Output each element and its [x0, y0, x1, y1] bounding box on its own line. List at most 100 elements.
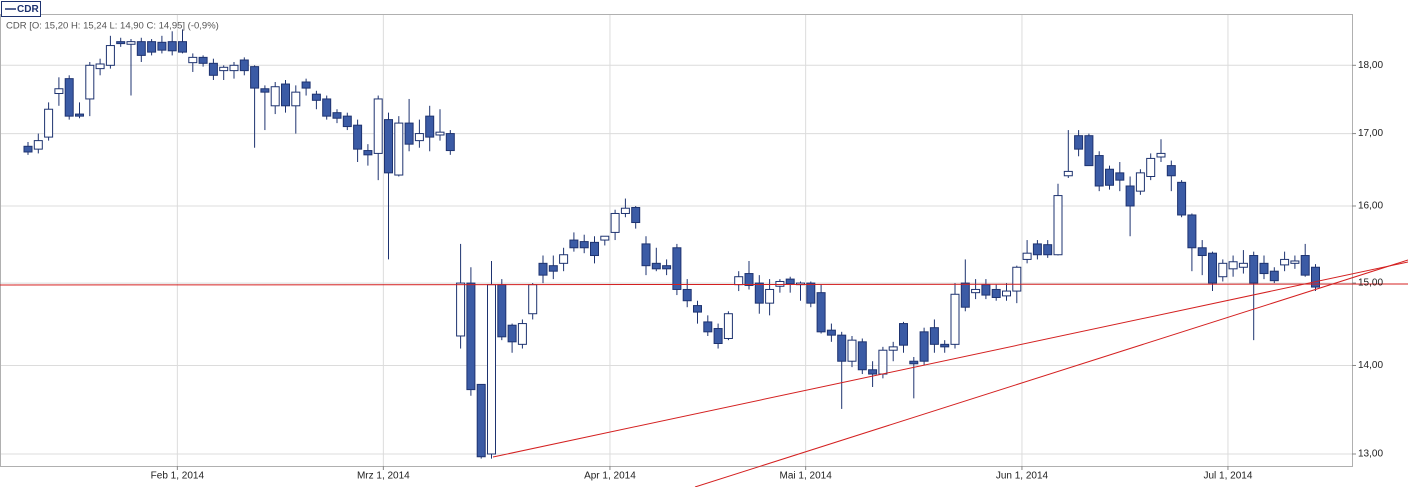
- candle-body: [301, 81, 311, 89]
- legend: [1, 1, 41, 17]
- candle-body: [775, 280, 785, 287]
- candle-body: [744, 273, 754, 286]
- candle-body: [1084, 135, 1094, 167]
- candle-body: [538, 262, 548, 276]
- candle-body: [116, 41, 126, 45]
- candle-body: [332, 112, 342, 119]
- candle-body: [456, 282, 466, 337]
- candle-body: [1280, 258, 1290, 266]
- candle-body: [44, 108, 54, 138]
- candle-body: [569, 239, 579, 249]
- candle-body: [487, 284, 496, 455]
- candle-body: [919, 331, 929, 362]
- candle-body: [991, 288, 1001, 298]
- candle-body: [1208, 252, 1217, 284]
- candle-body: [281, 83, 290, 107]
- candle-body: [1063, 170, 1073, 177]
- trend-line: [694, 259, 1408, 487]
- candle-body: [425, 115, 435, 138]
- x-tick-label: Jul 1, 2014: [1203, 471, 1252, 482]
- candle-body: [868, 369, 878, 375]
- candle-body: [239, 59, 249, 72]
- x-tick-label: Feb 1, 2014: [151, 471, 205, 482]
- candle-body: [384, 119, 393, 174]
- candle-body: [981, 284, 991, 296]
- candle-body: [270, 86, 280, 107]
- candle-body: [445, 133, 455, 152]
- candle-body: [1156, 152, 1166, 158]
- candles: [23, 29, 1320, 459]
- candle-body: [950, 293, 960, 345]
- y-tick-label: 14,00: [1358, 360, 1383, 371]
- candle-body: [476, 383, 486, 458]
- candle-body: [466, 282, 476, 391]
- candle-body: [219, 66, 229, 72]
- trend-lines: [0, 259, 1408, 487]
- legend-label: CDR: [17, 4, 39, 15]
- trend-line: [492, 261, 1408, 458]
- candle-body: [147, 41, 157, 53]
- candle-body: [837, 334, 847, 362]
- candle-body: [888, 346, 898, 351]
- candle-body: [734, 276, 744, 286]
- candle-body: [1012, 266, 1022, 292]
- candle-body: [785, 278, 795, 285]
- candle-body: [497, 284, 507, 338]
- x-tick-label: Mai 1, 2014: [780, 471, 833, 482]
- candle-body: [754, 282, 764, 304]
- candle-body: [85, 64, 95, 100]
- candle-body: [23, 145, 33, 153]
- x-tick-label: Jun 1, 2014: [996, 471, 1049, 482]
- candle-body: [1197, 247, 1207, 257]
- candle-body: [703, 321, 713, 333]
- candle-body: [662, 265, 672, 270]
- candle-body: [260, 88, 270, 93]
- candle-body: [1146, 157, 1156, 177]
- candle-body: [826, 329, 836, 336]
- candle-body: [1125, 185, 1135, 207]
- candle-body: [229, 64, 239, 72]
- candle-body: [136, 41, 146, 56]
- x-tick-label: Mrz 1, 2014: [357, 471, 410, 482]
- candle-body: [1166, 165, 1176, 177]
- candle-body: [404, 122, 414, 145]
- candle-body: [672, 247, 682, 290]
- candle-body: [806, 282, 816, 304]
- axes: 13,00 14,00 15,00 16,00 17,00 18,00 Feb 1, 201…: [151, 60, 1384, 482]
- candle-body: [971, 288, 981, 294]
- candle-body: [33, 140, 43, 150]
- candle-body: [682, 288, 692, 302]
- candle-body: [363, 150, 373, 156]
- candle-body: [1105, 168, 1114, 186]
- candle-body: [64, 78, 74, 117]
- candle-body: [342, 115, 352, 128]
- candle-body: [899, 323, 908, 346]
- candle-body: [105, 45, 115, 66]
- candle-body: [1032, 243, 1042, 256]
- candle-body: [157, 41, 167, 51]
- y-tick-label: 15,00: [1358, 278, 1383, 289]
- candle-body: [878, 349, 888, 375]
- candle-body: [188, 56, 198, 64]
- candle-body: [373, 98, 383, 154]
- candle-body: [1259, 262, 1269, 275]
- candle-body: [857, 341, 867, 371]
- candle-body: [250, 66, 260, 89]
- candle-body: [641, 243, 651, 267]
- candle-body: [1249, 255, 1259, 284]
- candle-body: [322, 98, 332, 117]
- candle-body: [723, 313, 733, 339]
- x-tick-label: Apr 1, 2014: [584, 471, 636, 482]
- candle-body: [1074, 135, 1084, 150]
- candle-body: [1300, 255, 1310, 276]
- candle-body: [765, 288, 775, 304]
- candle-body: [960, 282, 970, 308]
- candle-body: [1115, 172, 1125, 181]
- candle-body: [1269, 270, 1279, 282]
- candle-body: [940, 343, 950, 348]
- candle-body: [178, 41, 187, 53]
- candle-body: [126, 41, 136, 45]
- candle-body: [590, 241, 599, 257]
